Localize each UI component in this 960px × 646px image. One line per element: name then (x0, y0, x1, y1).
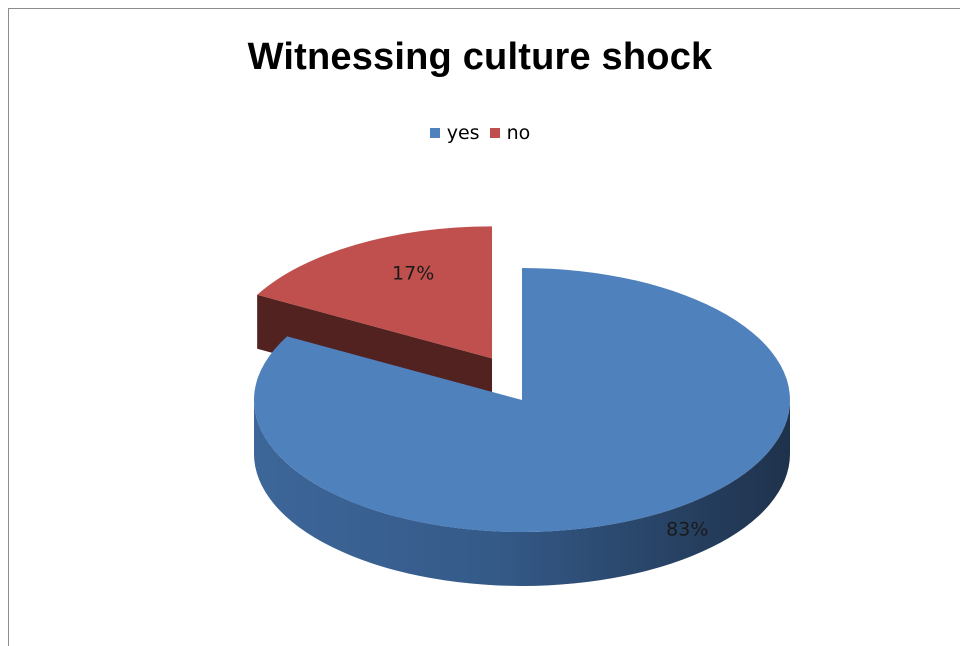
data-label-yes: 83% (666, 519, 708, 541)
legend-item-yes: yes (429, 122, 480, 144)
legend-label-yes: yes (446, 122, 480, 144)
legend-label-no: no (506, 122, 531, 144)
slice-no (257, 226, 493, 359)
legend-swatch-no (489, 128, 500, 138)
data-label-no: 17% (392, 263, 434, 285)
legend-item-no: no (489, 122, 531, 144)
chart-title: Witnessing culture shock (247, 36, 713, 78)
slice-yes (253, 268, 790, 533)
legend-swatch-yes (429, 128, 440, 138)
slice-yes-side (254, 400, 790, 586)
chart-legend: yes no (0, 122, 960, 144)
